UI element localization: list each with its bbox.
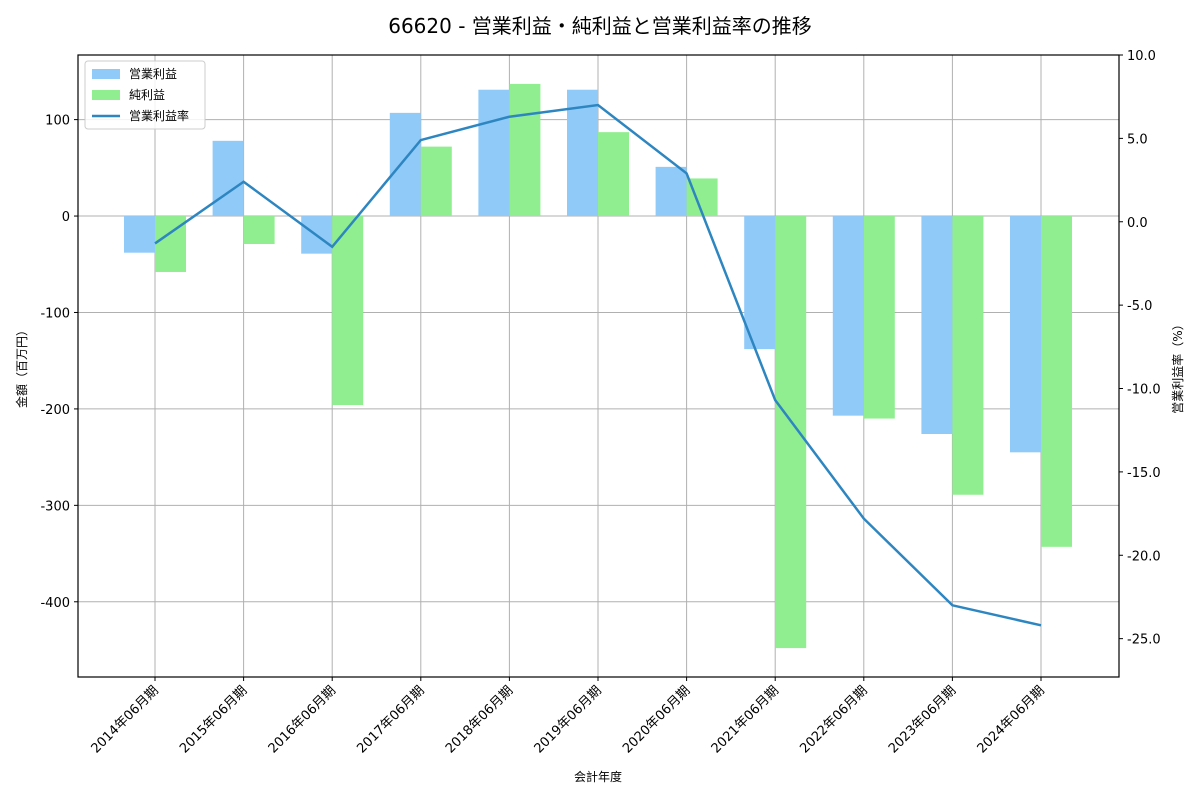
- tick-label: -400: [40, 596, 70, 611]
- margin-line: [154, 103, 1042, 627]
- legend-swatch: [92, 90, 120, 100]
- legend-label: 営業利益: [129, 67, 177, 81]
- bar: [952, 216, 984, 495]
- bars: [124, 83, 1072, 649]
- bar: [420, 146, 452, 217]
- bar: [863, 216, 895, 419]
- bar: [598, 132, 629, 217]
- tick-label: 5.0: [1127, 132, 1148, 147]
- bar: [389, 112, 421, 217]
- tick-label: -20.0: [1127, 549, 1161, 564]
- tick-label: 2016年06月期: [266, 683, 339, 756]
- tick-label: 0.0: [1127, 216, 1148, 231]
- bar: [1041, 216, 1072, 547]
- y2-axis-label: 営業利益率（%）: [1170, 318, 1185, 413]
- bar: [744, 216, 776, 350]
- legend-label: 営業利益率: [129, 108, 189, 123]
- x-axis-ticks: 2014年06月期 2015年06月期 2016年06月期 2017年06月期 2018…: [89, 677, 1048, 757]
- x-axis-label: 会計年度: [574, 769, 622, 784]
- tick-label: -15.0: [1127, 466, 1161, 481]
- bar: [1010, 216, 1041, 453]
- bar: [124, 216, 155, 253]
- tick-label: 100: [45, 114, 70, 129]
- tick-label: -10.0: [1127, 383, 1161, 398]
- bar: [212, 140, 244, 217]
- tick-label: 2014年06月期: [89, 683, 162, 756]
- tick-label: 0: [62, 210, 70, 225]
- tick-label: -300: [40, 499, 70, 514]
- bar: [332, 216, 364, 406]
- right-axis-ticks: 10.0 5.0 0.0 -5.0 -10.0 -15.0 -20.0 -25.0: [1119, 49, 1161, 648]
- tick-label: 2020年06月期: [620, 683, 693, 756]
- legend-label: 純利益: [129, 88, 165, 102]
- tick-label: 2022年06月期: [797, 683, 870, 756]
- tick-label: 2024年06月期: [975, 683, 1048, 756]
- tick-label: 2019年06月期: [532, 683, 605, 756]
- bar: [478, 89, 510, 217]
- bar: [655, 166, 687, 217]
- tick-label: -5.0: [1127, 299, 1152, 314]
- bar: [243, 216, 275, 245]
- bar: [921, 216, 953, 434]
- y-axis-label: 金額（百万円）: [14, 324, 29, 408]
- tick-label: 2021年06月期: [709, 683, 782, 756]
- bar: [509, 83, 541, 217]
- tick-label: -100: [40, 306, 70, 321]
- bar: [567, 89, 598, 217]
- tick-label: 2023年06月期: [886, 683, 959, 756]
- tick-label: 2018年06月期: [443, 683, 516, 756]
- tick-label: -200: [40, 403, 70, 418]
- chart-title: 66620 - 営業利益・純利益と営業利益率の推移: [388, 14, 812, 38]
- bar: [832, 216, 864, 416]
- tick-label: -25.0: [1127, 633, 1161, 648]
- bar: [775, 216, 807, 649]
- tick-label: 2017年06月期: [354, 683, 427, 756]
- margin-polyline: [154, 103, 1042, 627]
- tick-label: 10.0: [1127, 49, 1156, 64]
- legend-swatch: [92, 69, 120, 79]
- tick-label: 2015年06月期: [177, 683, 250, 756]
- left-axis-ticks: 100 0 -100 -200 -300 -400: [40, 114, 78, 611]
